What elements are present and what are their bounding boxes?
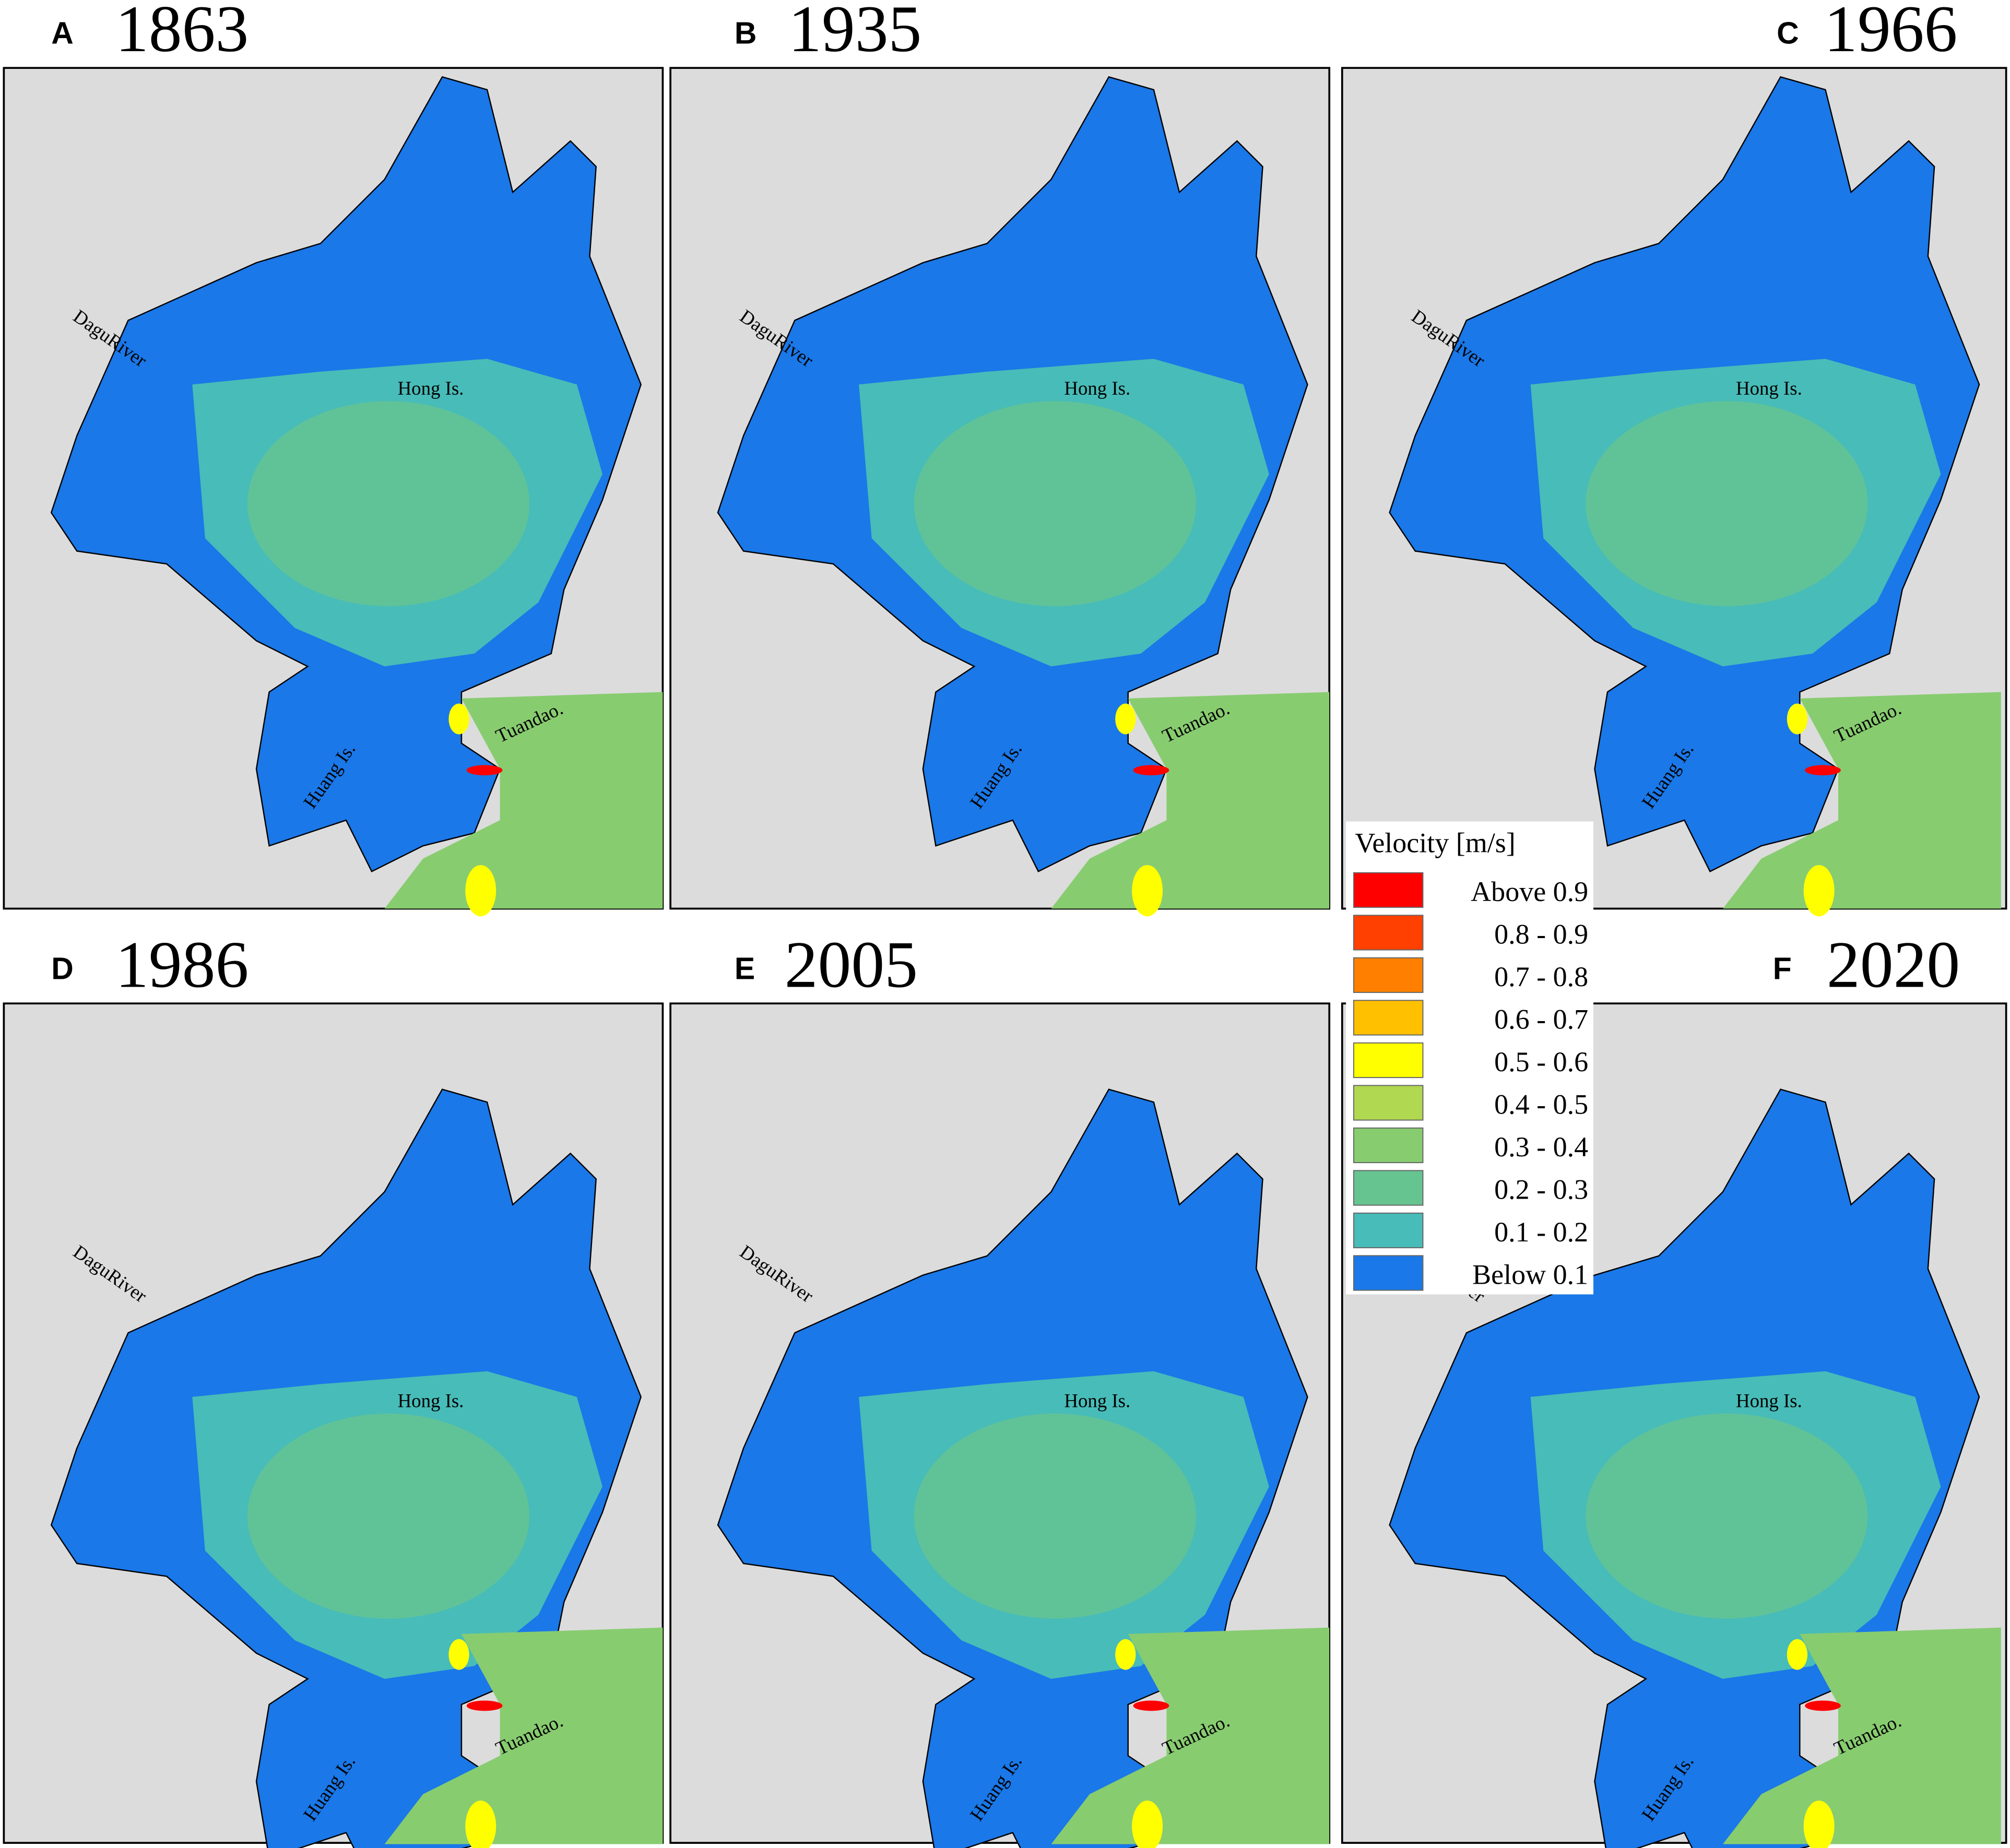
strait-jet: [466, 765, 503, 776]
strait-jet: [448, 1639, 469, 1670]
legend-swatch: [1353, 1170, 1424, 1206]
legend-label: 0.3 - 0.4: [1494, 1131, 1588, 1163]
place-label: Hong Is.: [1736, 1390, 1802, 1412]
strait-jet: [465, 1800, 496, 1848]
sea-velocity: [384, 692, 663, 909]
legend-swatch: [1353, 1085, 1424, 1121]
bay-core-velocity: [247, 1413, 530, 1619]
strait-jet: [448, 703, 469, 735]
panel-year: 1966: [1824, 0, 1957, 66]
legend-label: 0.4 - 0.5: [1494, 1088, 1588, 1120]
legend-label: 0.6 - 0.7: [1494, 1003, 1588, 1035]
strait-jet: [1803, 1800, 1835, 1848]
bay-core-velocity: [1586, 401, 1868, 607]
legend-label: 0.1 - 0.2: [1494, 1216, 1588, 1248]
strait-jet: [1805, 1700, 1841, 1711]
strait-jet: [1132, 1800, 1163, 1848]
sea-velocity: [1051, 692, 1330, 909]
legend-label: 0.5 - 0.6: [1494, 1046, 1588, 1077]
sea-velocity: [1723, 692, 2001, 909]
strait-jet: [1787, 1639, 1808, 1670]
bay-core-velocity: [1586, 1413, 1868, 1619]
sea-velocity: [1051, 1627, 1330, 1844]
panel-letter: E: [735, 952, 755, 986]
panel-year: 2020: [1827, 927, 1960, 1001]
strait-jet: [1133, 765, 1169, 776]
bay-core-velocity: [914, 1413, 1196, 1619]
place-label: Hong Is.: [398, 377, 464, 399]
legend-swatch: [1353, 1127, 1424, 1164]
strait-jet: [1132, 865, 1163, 917]
strait-jet: [1803, 865, 1835, 917]
panel-year: 1863: [115, 0, 249, 66]
strait-jet: [1787, 703, 1808, 735]
strait-jet: [1115, 1639, 1136, 1670]
panel-year: 2005: [785, 927, 918, 1001]
place-label: Hong Is.: [1736, 377, 1802, 399]
panel-year: 1935: [788, 0, 921, 66]
sea-velocity: [384, 1627, 663, 1844]
strait-jet: [1115, 703, 1136, 735]
legend-label: Below 0.1: [1472, 1259, 1588, 1290]
strait-jet: [465, 865, 496, 917]
legend-swatch: [1353, 957, 1424, 993]
panel-letter: C: [1777, 16, 1799, 50]
panel-year: 1986: [115, 927, 249, 1001]
panel-letter: D: [51, 952, 74, 986]
bay-core-velocity: [914, 401, 1196, 607]
legend-label: Above 0.9: [1471, 876, 1588, 907]
legend-swatch: [1353, 872, 1424, 908]
legend-swatch: [1353, 1000, 1424, 1036]
legend-title: Velocity [m/s]: [1355, 827, 1515, 859]
strait-jet: [466, 1700, 503, 1711]
legend-swatch: [1353, 1212, 1424, 1249]
sea-velocity: [1723, 1627, 2001, 1844]
strait-jet: [1805, 765, 1841, 776]
bay-core-velocity: [247, 401, 530, 607]
legend-swatch: [1353, 915, 1424, 951]
place-label: Hong Is.: [398, 1390, 464, 1412]
place-label: Hong Is.: [1064, 377, 1130, 399]
legend-label: 0.2 - 0.3: [1494, 1174, 1588, 1205]
panel-letter: B: [735, 16, 757, 50]
legend-swatch: [1353, 1255, 1424, 1291]
place-label: Hong Is.: [1064, 1390, 1130, 1412]
panel-letter: A: [51, 16, 74, 50]
strait-jet: [1133, 1700, 1169, 1711]
legend-label: 0.7 - 0.8: [1494, 961, 1588, 992]
legend-label: 0.8 - 0.9: [1494, 918, 1588, 950]
legend: Velocity [m/s] Above 0.9 0.8 - 0.9 0.7 - 0.…: [1346, 821, 1594, 1295]
legend-swatch: [1353, 1042, 1424, 1079]
panel-letter: F: [1773, 952, 1792, 986]
